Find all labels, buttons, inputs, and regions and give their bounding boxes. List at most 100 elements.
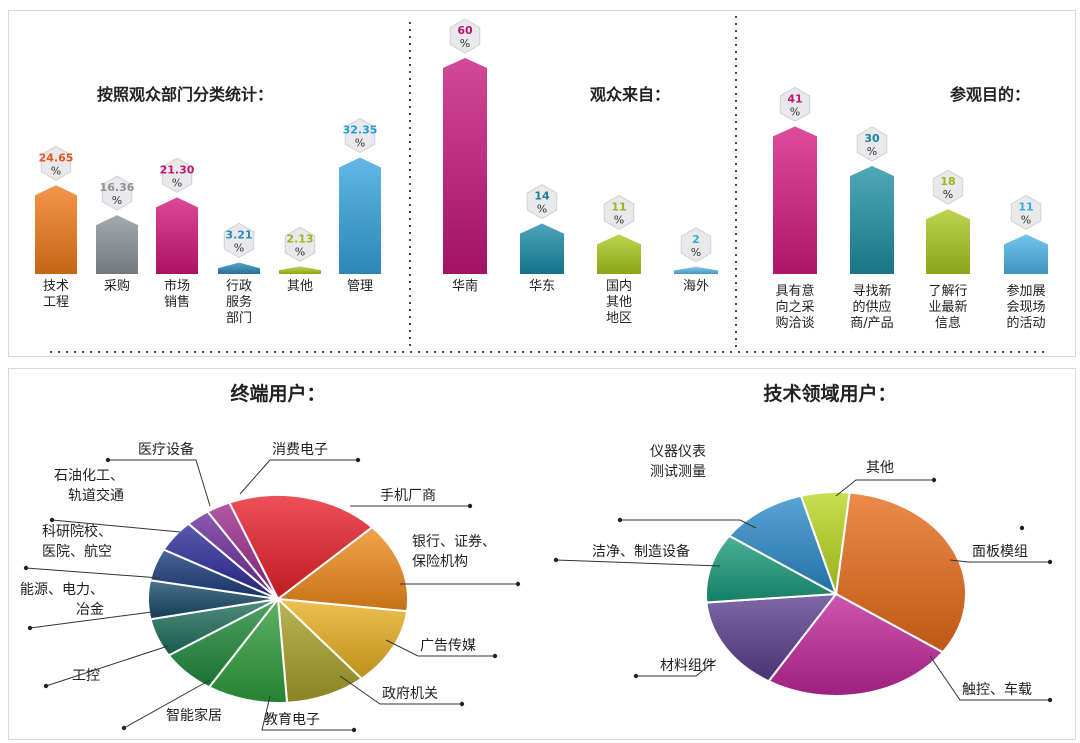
category-label: 会现场 [1006,300,1045,315]
data-label: 60 [457,24,473,37]
category-label: 技术 [43,279,69,294]
bar [773,126,817,275]
callout-dot [633,673,639,679]
category-label: 华南 [452,278,478,294]
bar [520,223,564,274]
value-hexagon [680,227,712,263]
data-label-unit: % [691,246,701,259]
data-label: 3.21 [225,228,252,241]
callout-line [123,679,211,729]
category-label: 华东 [529,279,555,294]
bar [279,266,321,274]
value-hexagon [40,145,72,181]
data-label-unit: % [1021,213,1031,226]
data-label-unit: % [172,176,182,189]
category-label: 其他 [606,295,632,310]
slice-label: 政府机关 [382,686,438,702]
category-label: 采购 [104,278,130,294]
bar [443,58,487,274]
callout-line [620,519,757,529]
category-label: 具有意 [775,283,814,299]
data-label-unit: % [51,164,61,177]
callout-dot [617,517,623,523]
category-label: 其他 [287,279,313,294]
value-hexagon [932,169,964,205]
callout-dot [467,503,473,509]
category-label: 管理 [347,279,373,294]
slice-label: 石油化工、 [54,468,124,484]
data-label-unit: % [537,203,547,216]
bar [850,166,894,274]
category-label: 参加展 [1006,283,1045,299]
category-label: 工程 [43,295,69,310]
callout-line [261,695,354,731]
value-hexagon [1010,194,1042,230]
category-label: 海外 [683,279,709,294]
data-label-unit: % [460,37,470,50]
slice-label: 保险机构 [412,554,468,570]
data-label: 2 [692,233,700,246]
bar [926,209,970,274]
slice-label: 能源、电力、 [20,582,104,598]
value-hexagon [344,117,376,154]
callout-dot [43,683,49,689]
callout-dot [351,727,357,733]
callout-line [25,567,161,579]
slice-label: 广告传媒 [420,638,476,654]
data-label-unit: % [234,241,244,254]
data-label: 2.13 [286,232,313,245]
callout-dot [1047,697,1053,703]
category-label: 向之采 [775,299,814,315]
category-label: 的供应 [852,299,891,315]
slice-label: 手机厂商 [380,488,436,504]
slice-label: 材料组件 [660,658,716,674]
bar [96,215,138,274]
category-label: 行政 [226,279,252,294]
data-label: 24.65 [39,151,74,164]
callout-dot [105,457,111,463]
callout-line [51,519,181,533]
category-label: 国内 [606,278,632,294]
slice-label: 智能家居 [166,707,222,724]
pie-slice [767,592,945,697]
slice-label: 面板模组 [972,544,1028,560]
value-hexagon [603,194,635,230]
data-label-unit: % [943,188,953,201]
pie-slice [206,501,279,600]
slice-label: 洁净、制造设备 [592,543,690,560]
bar [156,197,198,274]
data-label-unit: % [614,213,624,226]
callout-dot [27,625,33,631]
pie-slice [834,491,967,654]
slice-label: 工控 [72,668,100,684]
pie-slice [275,597,409,680]
callout-dot [553,557,559,563]
slice-label: 医院、航空 [42,544,112,560]
value-hexagon [526,184,558,220]
value-hexagon [856,126,888,162]
data-label: 11 [611,200,626,213]
bar [597,234,641,274]
data-label: 11 [1018,200,1033,213]
data-label: 21.30 [160,163,195,176]
data-label: 14 [534,190,550,203]
category-label: 寻找新 [852,283,891,299]
slice-label: 测试测量 [650,464,706,480]
slice-label: 轨道交通 [68,487,124,504]
slice-label: 医疗设备 [138,441,194,458]
callout-line [636,659,717,677]
callout-dot [492,653,498,659]
category-label: 市场 [164,278,190,294]
callout-dot [49,517,55,523]
pie-slice [275,525,409,613]
pie-slice [799,491,851,595]
callout-line [385,639,495,657]
category-label: 购洽谈 [775,315,814,331]
slice-label: 消费电子 [272,442,328,458]
chart-title: 按照观众部门分类统计： [97,85,273,104]
callout-dot [355,457,361,463]
callout-dot [459,701,465,707]
bar [218,262,260,274]
callout-dot [23,565,29,571]
